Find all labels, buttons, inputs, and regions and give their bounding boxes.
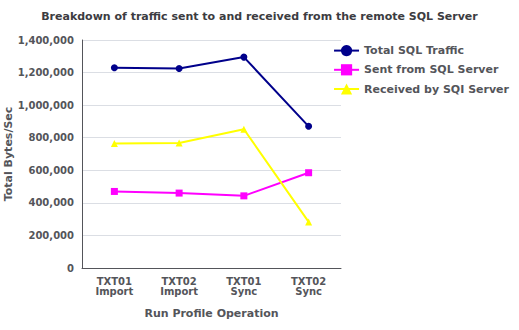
- svg-text:Sync: Sync: [295, 286, 322, 297]
- svg-text:800,000: 800,000: [28, 132, 74, 143]
- svg-text:Total Bytes/Sec: Total Bytes/Sec: [2, 107, 15, 202]
- svg-text:400,000: 400,000: [28, 197, 74, 208]
- svg-text:Received by SQI Server: Received by SQI Server: [364, 83, 510, 96]
- svg-text:1,200,000: 1,200,000: [18, 67, 74, 78]
- svg-text:TXT02: TXT02: [291, 275, 327, 287]
- svg-text:0: 0: [67, 263, 74, 274]
- svg-text:Run Profile Operation: Run Profile Operation: [144, 307, 278, 320]
- svg-text:TXT01: TXT01: [96, 275, 132, 287]
- svg-text:Sent from SQL Server: Sent from SQL Server: [364, 63, 499, 76]
- svg-text:Breakdown of traffic sent to a: Breakdown of traffic sent to and receive…: [41, 10, 478, 23]
- svg-text:1,000,000: 1,000,000: [18, 100, 74, 111]
- svg-text:Total SQL Traffic: Total SQL Traffic: [364, 44, 464, 57]
- svg-text:Import: Import: [95, 286, 133, 297]
- svg-text:Sync: Sync: [230, 286, 257, 297]
- svg-text:Import: Import: [160, 286, 198, 297]
- svg-text:TXT01: TXT01: [226, 275, 262, 287]
- svg-text:TXT02: TXT02: [161, 275, 197, 287]
- svg-text:1,400,000: 1,400,000: [18, 35, 74, 46]
- svg-text:600,000: 600,000: [28, 165, 74, 176]
- svg-text:200,000: 200,000: [28, 230, 74, 241]
